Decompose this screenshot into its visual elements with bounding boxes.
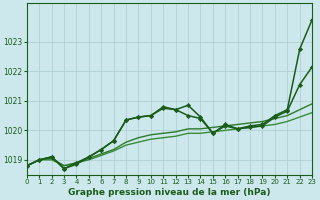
- X-axis label: Graphe pression niveau de la mer (hPa): Graphe pression niveau de la mer (hPa): [68, 188, 271, 197]
